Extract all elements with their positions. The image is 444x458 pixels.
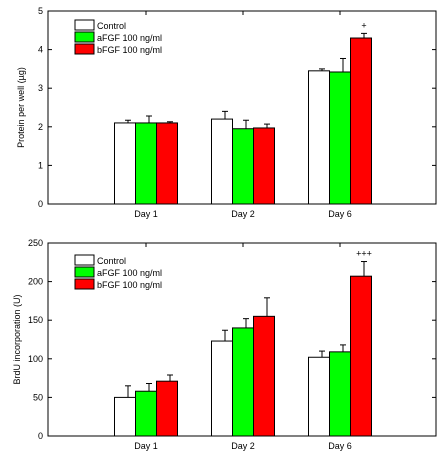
bar-afgf xyxy=(329,71,351,205)
legend-label: Control xyxy=(97,21,126,31)
legend-label: aFGF 100 ng/ml xyxy=(97,33,162,43)
bar-control xyxy=(211,340,233,437)
legend-swatch xyxy=(74,43,95,55)
legend-swatch xyxy=(74,254,95,266)
y-tick-label: 250 xyxy=(28,238,43,248)
y-tick-label: 150 xyxy=(28,315,43,325)
bar-bfgf xyxy=(156,122,178,205)
chart-panel-2: 0 50 100 150 200 250 BrdU incorporation (U) Day… xyxy=(12,238,437,451)
legend-label: aFGF 100 ng/ml xyxy=(97,268,162,278)
bar-control xyxy=(114,122,136,205)
x-tick-label: Day 1 xyxy=(134,209,158,219)
legend-swatch xyxy=(74,278,95,290)
significance-mark: +++ xyxy=(356,249,372,259)
y-tick-label: 200 xyxy=(28,277,43,287)
y-tick-label: 0 xyxy=(38,431,43,441)
y-tick-label: 1 xyxy=(38,160,43,170)
bar-bfgf xyxy=(253,315,275,437)
bar-afgf xyxy=(232,327,254,437)
bar-bfgf xyxy=(156,380,178,437)
chart-panel-1: 0 1 2 3 4 5 Protein per well (µg) Day 1 Day 2 Day… xyxy=(16,6,437,219)
y-tick-label: 5 xyxy=(38,6,43,16)
bar-afgf xyxy=(135,390,157,437)
legend-label: Control xyxy=(97,256,126,266)
bar-control xyxy=(211,118,233,205)
y-axis-label: BrdU incorporation (U) xyxy=(12,294,22,384)
bar-afgf xyxy=(232,128,254,205)
legend-swatch xyxy=(74,266,95,278)
legend-label: bFGF 100 ng/ml xyxy=(97,280,162,290)
x-tick-label: Day 6 xyxy=(328,209,352,219)
legend-swatch xyxy=(74,31,95,43)
legend-label: bFGF 100 ng/ml xyxy=(97,45,162,55)
bar-bfgf xyxy=(350,37,372,205)
bar-control xyxy=(308,356,330,437)
bar-bfgf xyxy=(253,127,275,205)
x-tick-label: Day 2 xyxy=(231,209,255,219)
legend-swatch xyxy=(74,19,95,31)
bar-afgf xyxy=(329,351,351,437)
y-tick-label: 50 xyxy=(33,392,43,402)
significance-mark: + xyxy=(361,20,366,30)
bar-afgf xyxy=(135,122,157,205)
x-tick-label: Day 1 xyxy=(134,441,158,451)
y-tick-label: 0 xyxy=(38,199,43,209)
y-axis-label: Protein per well (µg) xyxy=(16,67,26,148)
y-tick-label: 100 xyxy=(28,354,43,364)
x-tick-label: Day 6 xyxy=(328,441,352,451)
x-tick-label: Day 2 xyxy=(231,441,255,451)
bar-control xyxy=(114,396,136,437)
y-tick-label: 4 xyxy=(38,45,43,55)
y-tick-label: 3 xyxy=(38,83,43,93)
y-tick-label: 2 xyxy=(38,122,43,132)
bar-bfgf xyxy=(350,275,372,437)
bar-control xyxy=(308,70,330,205)
